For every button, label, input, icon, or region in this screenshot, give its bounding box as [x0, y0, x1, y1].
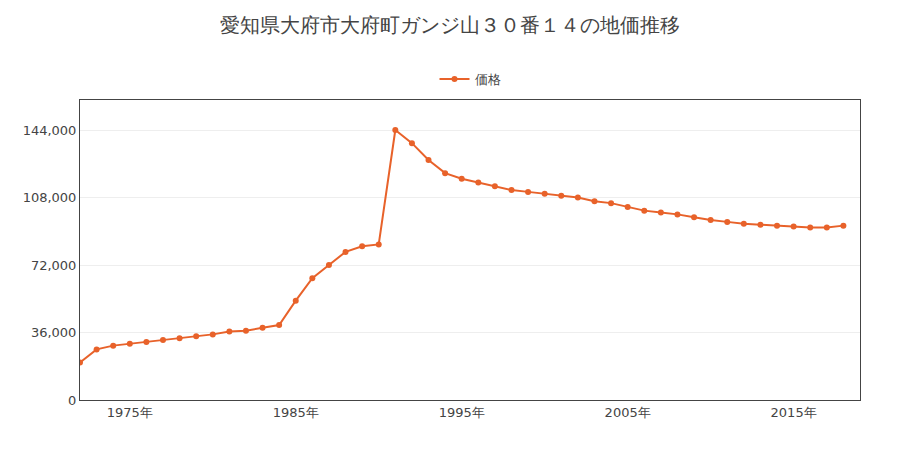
svg-text:2005年: 2005年: [605, 405, 651, 420]
svg-text:愛知県大府市大府町ガンジ山３０番１４の地価推移: 愛知県大府市大府町ガンジ山３０番１４の地価推移: [220, 13, 680, 37]
svg-text:1985年: 1985年: [273, 405, 319, 420]
svg-text:72,000: 72,000: [31, 258, 77, 273]
svg-text:0: 0: [68, 393, 76, 408]
svg-text:1995年: 1995年: [439, 405, 485, 420]
svg-text:価格: 価格: [475, 72, 501, 87]
svg-text:36,000: 36,000: [31, 325, 77, 340]
svg-text:1975年: 1975年: [107, 405, 153, 420]
svg-text:2015年: 2015年: [771, 405, 817, 420]
svg-text:144,000: 144,000: [23, 123, 77, 138]
svg-text:108,000: 108,000: [23, 190, 77, 205]
